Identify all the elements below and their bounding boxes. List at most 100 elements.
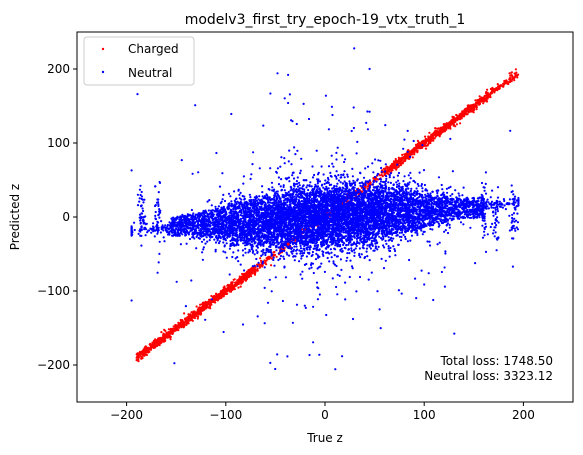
charged-point bbox=[481, 98, 485, 101]
charged-point bbox=[187, 315, 190, 318]
charged-point bbox=[451, 115, 454, 118]
charged-point bbox=[486, 88, 489, 91]
neutral-point bbox=[263, 286, 266, 289]
charged-point bbox=[382, 167, 385, 170]
charged-point bbox=[506, 80, 509, 83]
charged-point bbox=[452, 124, 455, 127]
neutral-point bbox=[429, 227, 432, 231]
charged-point bbox=[143, 347, 146, 350]
charged-point bbox=[193, 310, 196, 313]
charged-point bbox=[250, 269, 253, 273]
neutral-point bbox=[365, 250, 368, 253]
charged-point bbox=[511, 78, 514, 81]
neutral-point bbox=[242, 175, 245, 178]
neutral-point bbox=[344, 298, 347, 301]
charged-point bbox=[184, 320, 187, 323]
neutral-point bbox=[380, 194, 383, 197]
charged-point bbox=[220, 290, 223, 293]
charged-point bbox=[437, 133, 440, 136]
neutral-point bbox=[258, 195, 261, 198]
neutral-point bbox=[384, 179, 388, 183]
neutral-point bbox=[448, 223, 451, 226]
neutral-point bbox=[421, 187, 424, 190]
charged-point bbox=[415, 144, 418, 148]
charged-point bbox=[267, 257, 270, 260]
charged-point bbox=[394, 165, 397, 168]
neutral-point bbox=[348, 275, 351, 279]
neutral-point bbox=[315, 149, 318, 152]
neutral-point bbox=[421, 233, 424, 236]
neutral-point bbox=[304, 306, 307, 309]
neutral-point bbox=[444, 250, 447, 253]
neutral-point bbox=[346, 256, 349, 259]
charged-point bbox=[157, 340, 160, 343]
charged-point bbox=[199, 308, 202, 311]
neutral-point bbox=[222, 330, 225, 334]
neutral-point bbox=[287, 73, 290, 76]
charged-point bbox=[202, 302, 205, 305]
charged-point bbox=[423, 139, 426, 142]
charged-point bbox=[214, 301, 217, 304]
charged-point bbox=[465, 110, 468, 113]
neutral-point bbox=[299, 273, 302, 276]
neutral-point bbox=[239, 191, 242, 194]
neutral-point bbox=[503, 199, 506, 203]
neutral-point bbox=[453, 332, 456, 335]
neutral-point bbox=[395, 181, 398, 184]
neutral-point bbox=[462, 186, 465, 189]
neutral-point bbox=[388, 174, 391, 177]
neutral-point bbox=[370, 271, 373, 274]
charged-point bbox=[477, 99, 480, 102]
charged-point bbox=[401, 162, 404, 165]
charged-point bbox=[135, 359, 138, 362]
charged-point bbox=[515, 71, 518, 74]
charged-point bbox=[447, 126, 450, 129]
charged-point bbox=[437, 130, 440, 134]
neutral-point bbox=[344, 158, 347, 161]
neutral-point bbox=[263, 322, 266, 325]
neutral-point bbox=[275, 241, 278, 244]
neutral-point bbox=[311, 165, 314, 168]
charged-point bbox=[210, 303, 213, 306]
neutral-point bbox=[277, 183, 281, 186]
neutral-point bbox=[444, 229, 447, 232]
neutral-point bbox=[326, 176, 330, 180]
charged-point bbox=[164, 329, 167, 332]
neutral-point bbox=[364, 183, 367, 186]
neutral-point bbox=[231, 255, 234, 259]
neutral-point bbox=[367, 278, 370, 281]
neutral-point bbox=[414, 277, 417, 280]
charged-point bbox=[443, 124, 446, 127]
neutral-point bbox=[268, 241, 271, 244]
charged-point bbox=[411, 156, 414, 159]
neutral-point bbox=[282, 185, 285, 189]
neutral-point bbox=[397, 185, 400, 188]
neutral-point bbox=[443, 266, 446, 269]
charged-point bbox=[185, 318, 188, 321]
charged-point bbox=[152, 346, 156, 349]
charged-point bbox=[172, 330, 175, 333]
neutral-point bbox=[230, 200, 233, 203]
neutral-point bbox=[318, 255, 321, 258]
charged-point bbox=[439, 133, 442, 136]
charged-point bbox=[455, 117, 458, 120]
charged-point bbox=[138, 353, 141, 356]
neutral-point bbox=[327, 181, 330, 184]
neutral-point bbox=[368, 67, 371, 70]
charged-point bbox=[141, 357, 144, 360]
neutral-point bbox=[294, 153, 297, 156]
neutral-point bbox=[220, 200, 223, 203]
neutral-point bbox=[200, 240, 204, 243]
charged-point bbox=[258, 266, 261, 269]
neutral-point bbox=[362, 176, 366, 179]
charged-point bbox=[430, 137, 434, 140]
neutral-point bbox=[384, 259, 387, 262]
charged-point bbox=[395, 168, 398, 171]
neutral-point bbox=[402, 180, 405, 183]
neutral-point bbox=[396, 163, 399, 166]
neutral-point bbox=[303, 190, 306, 193]
neutral-point bbox=[269, 167, 272, 170]
neutral-point bbox=[390, 239, 394, 242]
charged-point bbox=[484, 97, 487, 100]
charged-point bbox=[179, 319, 183, 322]
